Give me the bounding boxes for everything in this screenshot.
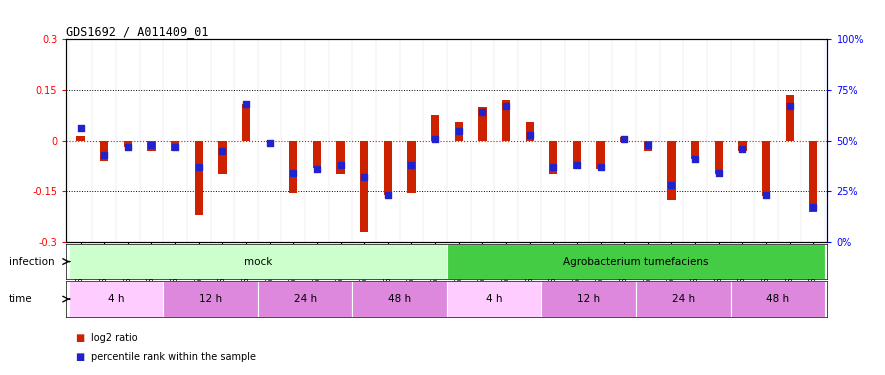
- Point: [712, 170, 726, 176]
- Bar: [762, 141, 770, 196]
- Bar: [69, 281, 164, 317]
- Text: ■: ■: [75, 352, 84, 362]
- Bar: [550, 141, 558, 174]
- Point: [73, 126, 88, 132]
- Point: [120, 144, 135, 150]
- Point: [522, 132, 536, 138]
- Point: [451, 128, 466, 134]
- Point: [546, 164, 560, 170]
- Point: [286, 170, 300, 176]
- Point: [239, 101, 253, 107]
- Point: [688, 156, 702, 162]
- Point: [358, 174, 372, 180]
- Bar: [447, 281, 542, 317]
- Text: 24 h: 24 h: [672, 294, 695, 304]
- Bar: [242, 104, 250, 141]
- Point: [759, 192, 773, 198]
- Text: 48 h: 48 h: [766, 294, 789, 304]
- Bar: [352, 281, 447, 317]
- Bar: [526, 122, 534, 141]
- Text: ■: ■: [75, 333, 84, 343]
- Bar: [219, 141, 227, 174]
- Bar: [289, 141, 297, 193]
- Bar: [455, 122, 463, 141]
- Point: [97, 152, 112, 158]
- Point: [144, 142, 158, 148]
- Point: [782, 103, 796, 109]
- Text: log2 ratio: log2 ratio: [91, 333, 138, 343]
- Point: [806, 204, 820, 210]
- Point: [617, 136, 631, 142]
- Point: [168, 144, 182, 150]
- Point: [665, 182, 679, 188]
- Bar: [360, 141, 368, 232]
- Bar: [195, 141, 203, 215]
- Bar: [809, 141, 818, 212]
- Text: 4 h: 4 h: [108, 294, 124, 304]
- Text: GDS1692 / A011409_01: GDS1692 / A011409_01: [66, 25, 209, 38]
- Bar: [124, 141, 132, 147]
- Point: [334, 162, 348, 168]
- Bar: [478, 107, 487, 141]
- Bar: [407, 141, 416, 193]
- Bar: [171, 141, 180, 151]
- Bar: [69, 244, 447, 279]
- Text: percentile rank within the sample: percentile rank within the sample: [91, 352, 256, 362]
- Bar: [643, 141, 652, 151]
- Bar: [258, 281, 352, 317]
- Bar: [164, 281, 258, 317]
- Point: [428, 136, 442, 142]
- Point: [381, 192, 395, 198]
- Bar: [573, 141, 581, 170]
- Text: 48 h: 48 h: [389, 294, 412, 304]
- Point: [499, 103, 513, 109]
- Bar: [786, 95, 794, 141]
- Bar: [312, 141, 321, 168]
- Bar: [502, 100, 510, 141]
- Point: [594, 164, 608, 170]
- Text: 4 h: 4 h: [486, 294, 503, 304]
- Bar: [620, 137, 628, 141]
- Bar: [596, 141, 604, 170]
- Bar: [266, 141, 273, 142]
- Bar: [714, 141, 723, 174]
- Bar: [384, 141, 392, 195]
- Bar: [100, 141, 108, 161]
- Bar: [636, 281, 730, 317]
- Point: [192, 164, 206, 170]
- Bar: [76, 136, 85, 141]
- Point: [641, 142, 655, 148]
- Point: [310, 166, 324, 172]
- Bar: [336, 141, 344, 174]
- Point: [570, 162, 584, 168]
- Text: 12 h: 12 h: [199, 294, 222, 304]
- Text: 12 h: 12 h: [577, 294, 600, 304]
- Text: 24 h: 24 h: [294, 294, 317, 304]
- Point: [735, 146, 750, 152]
- Bar: [447, 244, 825, 279]
- Point: [263, 140, 277, 146]
- Bar: [667, 141, 675, 200]
- Bar: [730, 281, 825, 317]
- Point: [215, 148, 229, 154]
- Bar: [542, 281, 636, 317]
- Bar: [431, 116, 439, 141]
- Text: Agrobacterium tumefaciens: Agrobacterium tumefaciens: [563, 256, 709, 267]
- Text: time: time: [9, 294, 33, 304]
- Point: [475, 109, 489, 115]
- Bar: [147, 141, 156, 151]
- Point: [404, 162, 419, 168]
- Bar: [738, 141, 747, 151]
- Text: mock: mock: [243, 256, 272, 267]
- Text: infection: infection: [9, 256, 55, 267]
- Bar: [691, 141, 699, 159]
